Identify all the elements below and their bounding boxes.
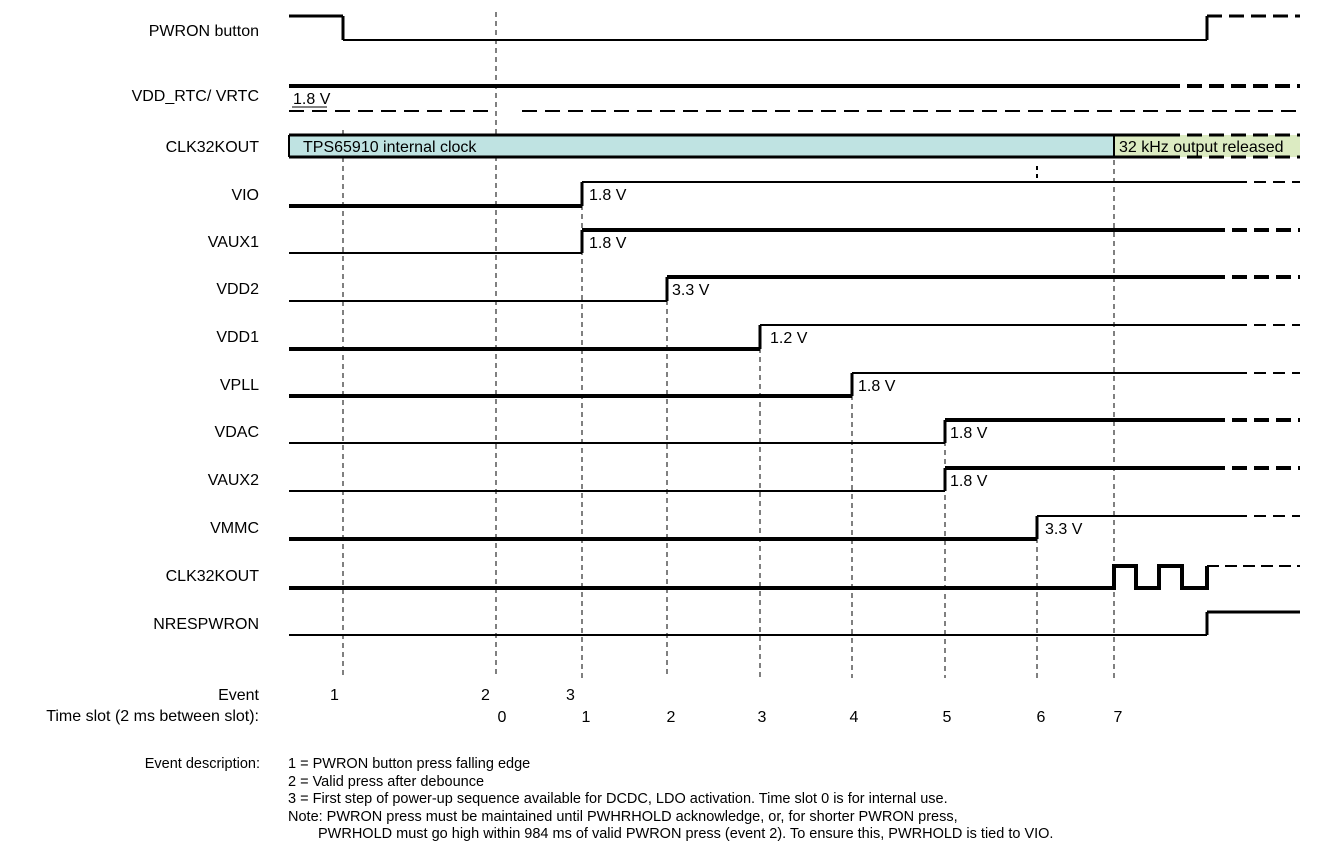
event-number: 2 — [481, 687, 490, 704]
clk32kout-bar — [288, 133, 1300, 182]
waveform-clk32kout-2 — [289, 564, 1300, 590]
released-text: 32 kHz output released — [1119, 139, 1284, 156]
time-slot-number: 6 — [1037, 709, 1046, 726]
signal-labels: PWRON button VDD_RTC/ VRTC CLK32KOUT VIO… — [132, 23, 260, 633]
signal-label-vaux2: VAUX2 — [208, 472, 259, 489]
vaux1-voltage: 1.8 V — [589, 235, 627, 252]
description-line: 3 = First step of power-up sequence avai… — [288, 791, 948, 807]
vdd1-voltage: 1.2 V — [770, 330, 808, 347]
vmmc-voltage: 3.3 V — [1045, 521, 1083, 538]
vio-voltage: 1.8 V — [589, 187, 627, 204]
timing-diagram: PWRON button VDD_RTC/ VRTC CLK32KOUT VIO… — [46, 12, 1300, 726]
vpll-voltage: 1.8 V — [858, 378, 896, 395]
signal-label-vdac: VDAC — [215, 424, 259, 441]
signal-label-clk32kout-2: CLK32KOUT — [166, 568, 260, 585]
event-number: 3 — [566, 687, 575, 704]
waveform-vaux1 — [289, 228, 1300, 254]
waveform-vio — [289, 181, 1300, 208]
internal-clock-text: TPS65910 internal clock — [303, 139, 477, 156]
waveform-vdd1 — [289, 324, 1300, 351]
timeslot-row-label: Time slot (2 ms between slot): — [46, 708, 259, 725]
signal-label-vdd1: VDD1 — [216, 329, 259, 346]
signal-label-clk32kout: CLK32KOUT — [166, 139, 260, 156]
signal-label-vpll: VPLL — [220, 377, 259, 394]
description-line: 2 = Valid press after debounce — [288, 773, 485, 790]
vaux2-voltage: 1.8 V — [950, 473, 988, 490]
time-slot-number: 0 — [498, 709, 507, 726]
waveform-vdd2 — [289, 275, 1300, 302]
time-slot-number: 2 — [667, 709, 676, 726]
vdd2-voltage: 3.3 V — [672, 282, 710, 299]
signal-label-vdd2: VDD2 — [216, 281, 259, 298]
signal-label-pwron: PWRON button — [149, 23, 259, 40]
waveform-vpll — [289, 372, 1300, 398]
description-line: 1 = PWRON button press falling edge — [288, 756, 531, 772]
time-slot-number: 5 — [943, 709, 952, 726]
signal-label-vaux1: VAUX1 — [208, 234, 259, 251]
event-description-title: Event description: — [144, 756, 260, 772]
time-slot-numbers: 0 1 2 3 4 5 6 7 — [498, 709, 1123, 726]
waveform-vaux2 — [289, 466, 1300, 492]
waveform-vdac — [289, 418, 1300, 444]
description-note-continued: PWRHOLD must go high within 984 ms of va… — [318, 826, 1054, 842]
released-bar — [1114, 135, 1300, 157]
vdd-rtc-voltage: 1.8 V — [293, 91, 331, 108]
waveform-vmmc — [289, 515, 1300, 541]
description-note: Note: PWRON press must be maintained unt… — [288, 808, 958, 825]
time-slot-number: 4 — [850, 709, 859, 726]
waveform-pwron — [289, 14, 1300, 41]
signal-label-nrespwron: NRESPWRON — [153, 616, 259, 633]
event-row-label: Event — [218, 687, 259, 704]
waveform-vdd-rtc — [289, 84, 1300, 112]
signal-label-vio: VIO — [231, 187, 259, 204]
vdac-voltage: 1.8 V — [950, 425, 988, 442]
event-numbers: 1 2 3 — [330, 687, 575, 704]
signal-label-vmmc: VMMC — [210, 520, 259, 537]
event-number: 1 — [330, 687, 339, 704]
time-slot-number: 3 — [758, 709, 767, 726]
internal-clock-bar — [289, 135, 1114, 157]
time-slot-number: 7 — [1114, 709, 1123, 726]
time-slot-number: 1 — [582, 709, 591, 726]
signal-label-vdd-rtc: VDD_RTC/ VRTC — [132, 88, 259, 105]
waveform-nrespwron — [289, 610, 1300, 636]
event-description-body: 1 = PWRON button press falling edge 2 = … — [288, 756, 1053, 844]
